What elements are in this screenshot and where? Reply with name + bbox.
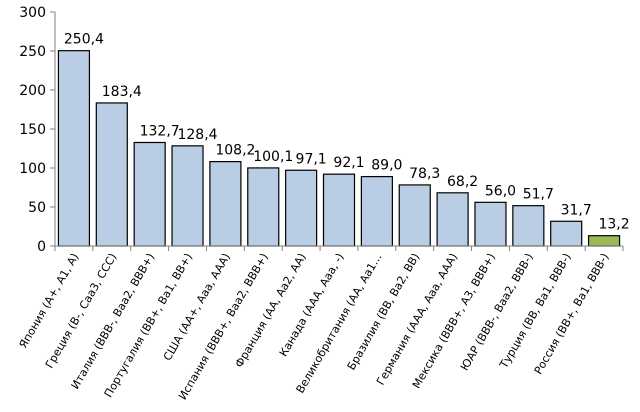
bar xyxy=(436,192,469,247)
y-axis-ticks: 0 50 100 150 200 250 300 xyxy=(19,5,55,255)
x-tick-label: Россия (BB+, Ba1, BBB-) xyxy=(532,251,612,377)
data-label: 68,2 xyxy=(447,174,478,190)
x-tick-label: Франция (AA, Aa2, AA) xyxy=(233,251,309,370)
bar xyxy=(209,161,242,247)
bar xyxy=(512,205,545,247)
bar xyxy=(171,145,204,247)
y-tick-label: 50 xyxy=(28,200,46,216)
data-label: 92,1 xyxy=(333,155,364,171)
data-label: 89,0 xyxy=(371,158,402,174)
bar xyxy=(587,235,621,247)
bar xyxy=(95,102,128,247)
bar xyxy=(398,184,431,247)
axes xyxy=(54,12,623,247)
x-tick-label: Греция (B-, Caa3, CCC) xyxy=(43,251,120,371)
x-tick-label: Бразилия (BB, Ba2, BB) xyxy=(345,251,423,372)
bar xyxy=(360,175,393,247)
y-tick-label: 250 xyxy=(19,44,46,60)
x-tick-label: США (AA+, Aaa, AAA) xyxy=(161,251,233,363)
x-tick-label: Турция (BB, Ba1, BBB-) xyxy=(497,251,574,371)
data-label: 128,4 xyxy=(177,127,217,143)
bar xyxy=(550,220,583,247)
y-tick-label: 100 xyxy=(19,161,46,177)
data-label: 13,2 xyxy=(598,217,629,233)
data-label: 108,2 xyxy=(215,143,255,159)
y-tick-label: 0 xyxy=(37,239,46,255)
y-tick-label: 300 xyxy=(19,5,46,21)
bar xyxy=(322,173,356,247)
data-label: 250,4 xyxy=(64,32,104,48)
data-label: 56,0 xyxy=(485,183,516,199)
x-tick-label: ЮАР (BBB-, Baa2, BBB-) xyxy=(458,251,536,373)
bar xyxy=(133,141,166,247)
bar xyxy=(57,50,91,247)
data-label: 132,7 xyxy=(140,123,180,139)
data-label: 183,4 xyxy=(102,84,142,100)
bar xyxy=(247,167,280,247)
data-label: 31,7 xyxy=(561,202,592,218)
bar xyxy=(285,169,318,247)
data-label: 97,1 xyxy=(296,151,327,167)
data-label: 78,3 xyxy=(409,166,440,182)
y-tick-label: 150 xyxy=(19,122,46,138)
data-label: 51,7 xyxy=(523,187,554,203)
y-tick-label: 200 xyxy=(19,83,46,99)
data-label: 100,1 xyxy=(253,149,293,165)
bars xyxy=(57,50,621,247)
x-axis-ticks: Япония (A+, A1, A)Греция (B-, Caa3, CCC)… xyxy=(17,246,624,402)
bar xyxy=(474,201,507,247)
